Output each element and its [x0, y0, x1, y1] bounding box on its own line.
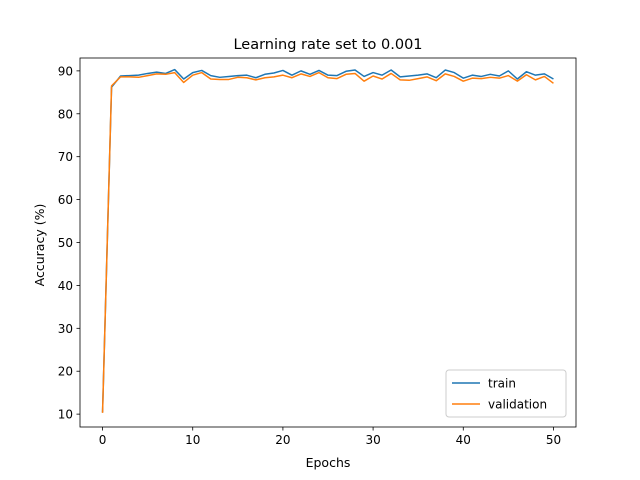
y-tick-label: 10 — [58, 408, 73, 422]
y-tick-label: 20 — [58, 365, 73, 379]
y-tick-label: 80 — [58, 107, 73, 121]
series-line-train — [101, 68, 554, 413]
x-tick-label: 30 — [365, 433, 380, 447]
y-tick-label: 60 — [58, 193, 73, 207]
y-tick-label: 40 — [58, 279, 73, 293]
x-tick-label: 10 — [185, 433, 200, 447]
y-tick-label: 70 — [58, 150, 73, 164]
legend: train validation — [445, 369, 567, 418]
chart-title: Learning rate set to 0.001 — [233, 37, 422, 53]
y-axis-label: Accuracy (%) — [32, 204, 47, 287]
x-tick-label: 50 — [546, 433, 561, 447]
series-line-validation — [101, 71, 554, 413]
y-tick-label: 50 — [58, 236, 73, 250]
legend-label-validation: validation — [488, 398, 547, 412]
y-tick-label: 30 — [58, 322, 73, 336]
x-tick-label: 20 — [275, 433, 290, 447]
legend-label-train: train — [488, 377, 516, 391]
x-tick-label: 40 — [456, 433, 471, 447]
legend-box — [445, 369, 567, 418]
y-tick-label: 90 — [58, 64, 73, 78]
x-tick-label: 0 — [99, 433, 107, 447]
plot-area: 0 10 20 30 40 50 10 20 30 40 50 60 70 80 90 — [58, 57, 577, 447]
x-axis-label: Epochs — [306, 455, 351, 470]
